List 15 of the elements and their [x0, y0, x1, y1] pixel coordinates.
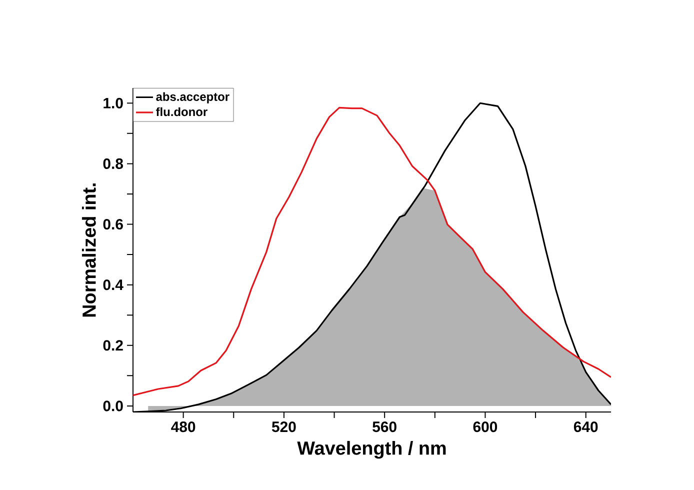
y-tick-label: 0.2: [103, 340, 123, 351]
x-tick-label: 480: [171, 422, 196, 432]
y-axis-title: Normalized int.: [82, 183, 96, 317]
x-tick-label: 520: [272, 422, 296, 432]
legend-label: flu.donor: [156, 107, 208, 116]
y-tick-label: 0.6: [103, 218, 123, 230]
x-tick-label: 600: [473, 422, 498, 432]
x-axis-title: Wavelength / nm: [297, 440, 446, 459]
y-tick-label: 1.0: [104, 98, 123, 108]
legend-label: abs.acceptor: [156, 92, 230, 104]
x-tick-label: 640: [574, 422, 598, 432]
y-tick-label: 0.4: [103, 280, 124, 290]
y-tick-label: 0.8: [103, 158, 124, 169]
y-tick-label: 0.0: [103, 400, 123, 412]
x-tick-label: 560: [372, 422, 396, 432]
